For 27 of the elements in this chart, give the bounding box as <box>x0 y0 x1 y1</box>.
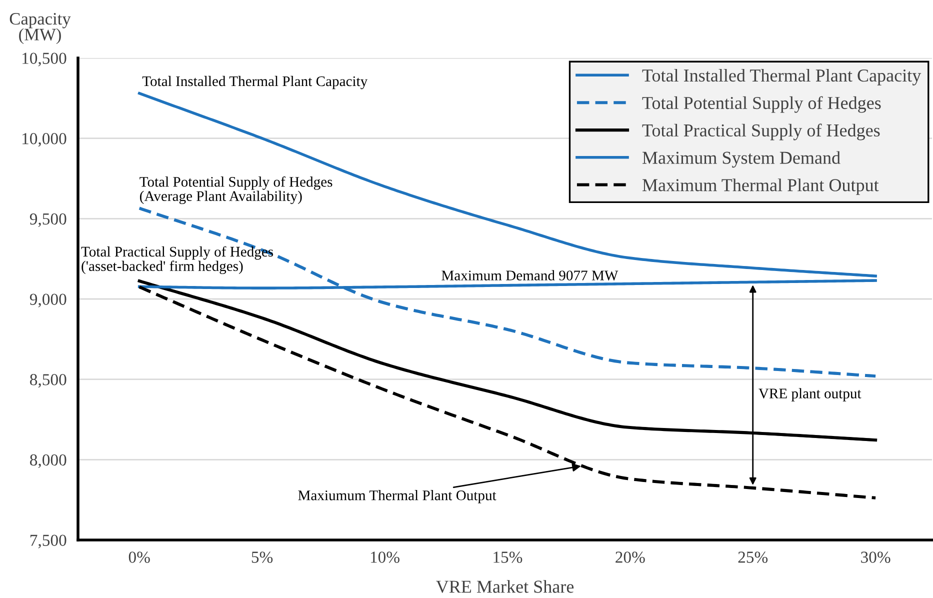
y-tick-label: 8,000 <box>30 454 66 468</box>
y-axis-title: Capacity (MW) <box>10 13 71 44</box>
annotation: Total Installed Thermal Plant Capacity <box>142 76 368 90</box>
x-tick-label: 25% <box>738 552 768 563</box>
x-tick-label: 0% <box>128 552 150 563</box>
x-tick-label: 20% <box>616 552 645 563</box>
x-tick-label: 30% <box>861 552 890 563</box>
x-tick-label: 5% <box>252 552 273 563</box>
annotation: Total Practical Supply of Hedges ('asset-backed' firm hedges) <box>81 246 274 274</box>
y-tick-label: 9,500 <box>30 213 66 228</box>
x-tick-label: 10% <box>370 552 400 563</box>
x-axis-title: VRE Market Share <box>436 580 574 593</box>
y-tick-label: 9,000 <box>30 294 66 308</box>
annotation: Total Potential Supply of Hedges (Average Plant Availability) <box>140 176 332 204</box>
annotation: VRE plant output <box>758 388 862 402</box>
legend-label: Total Installed Thermal Plant Capacity <box>642 68 922 86</box>
legend-label: Total Potential Supply of Hedges <box>642 96 881 113</box>
y-tick-label: 10,500 <box>22 52 66 66</box>
legend-label: Maximum Thermal Plant Output <box>642 178 879 195</box>
y-tick-label: 7,500 <box>30 534 66 548</box>
legend-label: Total Practical Supply of Hedges <box>642 124 880 140</box>
x-tick-label: 15% <box>494 552 522 563</box>
y-tick-label: 8,500 <box>30 374 66 388</box>
annotation: Maxiumum Thermal Plant Output <box>298 490 496 504</box>
annotation: Maximum Demand 9077 MW <box>442 270 618 280</box>
legend-label: Maximum System Demand <box>642 151 840 168</box>
y-tick-label: 10,000 <box>22 133 66 147</box>
